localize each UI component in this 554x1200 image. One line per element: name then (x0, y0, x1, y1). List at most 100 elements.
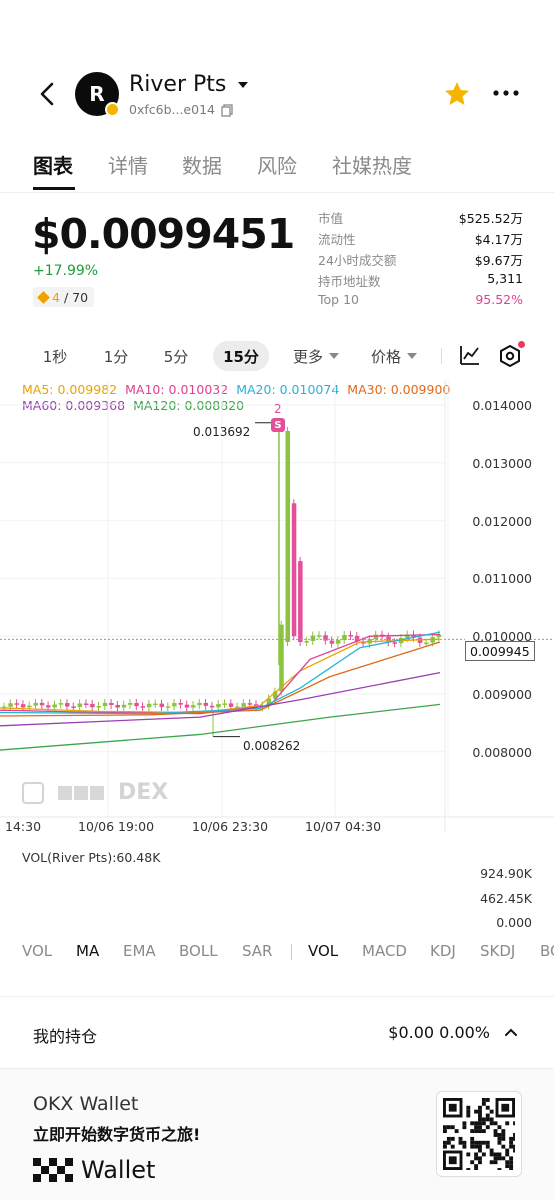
chevron-up-icon[interactable] (504, 1027, 518, 1037)
tab-details[interactable]: 详情 (108, 154, 148, 178)
indicator-ema[interactable]: EMA (123, 942, 156, 960)
indicator-vol-main[interactable]: VOL (22, 942, 53, 960)
stat-row: 持币地址数 5,311 (318, 271, 523, 292)
stat-row: 市值 $525.52万 (318, 208, 523, 229)
qr-module (474, 1164, 479, 1169)
indicator-vol-sub[interactable]: VOL (308, 942, 339, 960)
qr-module (478, 1148, 482, 1153)
qr-module (466, 1152, 471, 1157)
tab-data[interactable]: 数据 (182, 154, 222, 178)
favorite-star-icon[interactable] (443, 80, 471, 108)
qr-module (485, 1105, 490, 1110)
indicator-ma[interactable]: MA (76, 942, 100, 960)
stat-label-liquidity: 流动性 (318, 232, 356, 247)
candle (178, 703, 183, 705)
candle (71, 706, 76, 708)
indicator-kdj[interactable]: KDJ (430, 942, 456, 960)
candle (235, 706, 240, 709)
volume-tick: 924.90K (480, 866, 532, 881)
qr-module (497, 1168, 502, 1170)
stat-label-market-cap: 市值 (318, 211, 344, 226)
qr-module (478, 1129, 482, 1134)
qr-module (505, 1148, 510, 1153)
holdings-label: 我的持仓 (33, 1027, 98, 1046)
token-name[interactable]: River Pts (129, 72, 227, 97)
qr-module (478, 1160, 482, 1165)
candle (354, 635, 360, 642)
tab-risk[interactable]: 风险 (257, 154, 297, 178)
time-axis: 14:30 10/06 19:00 10/06 23:30 10/07 04:3… (0, 819, 554, 837)
qr-module (443, 1129, 447, 1134)
qr-module (481, 1152, 486, 1157)
tab-chart[interactable]: 图表 (33, 154, 73, 178)
chevron-down-icon[interactable] (238, 82, 248, 88)
indicator-macd[interactable]: MACD (362, 942, 407, 960)
qr-module (493, 1156, 498, 1161)
qr-module (489, 1160, 494, 1165)
copy-icon[interactable] (221, 104, 233, 117)
y-tick: 0.012000 (472, 514, 532, 529)
indicator-skdj[interactable]: SKDJ (480, 942, 516, 960)
qr-module (481, 1101, 486, 1106)
timeframe-1m[interactable]: 1分 (103, 347, 129, 366)
sell-marker[interactable]: S (271, 418, 285, 432)
rank-total: / 70 (63, 289, 89, 305)
qr-module (446, 1140, 451, 1145)
qr-module (509, 1164, 514, 1169)
timeframe-1s[interactable]: 1秒 (42, 347, 68, 366)
more-options-icon[interactable] (493, 90, 519, 96)
rank-current: 4 (52, 289, 60, 305)
indicator-boll[interactable]: BOLL (179, 942, 218, 960)
qr-module (478, 1140, 482, 1145)
y-tick: 0.013000 (472, 456, 532, 471)
qr-module (470, 1129, 475, 1134)
ma-legend: MA5: 0.009982 MA10: 0.010032 MA20: 0.01007… (22, 382, 492, 414)
qr-module (446, 1125, 451, 1130)
qr-module (489, 1117, 494, 1122)
qr-module (478, 1113, 482, 1118)
wallet-promo-banner[interactable]: OKX Wallet 立即开始数字货币之旅! Wallet (0, 1068, 554, 1200)
stat-label-top10: Top 10 (318, 292, 359, 307)
stat-value-market-cap: $525.52万 (458, 211, 523, 226)
qr-module (485, 1113, 490, 1118)
rank-badge[interactable]: 4 / 70 (33, 287, 95, 307)
qr-module (489, 1109, 494, 1114)
qr-module (462, 1140, 467, 1145)
qr-module (485, 1098, 490, 1102)
tab-social[interactable]: 社媒热度 (332, 154, 412, 178)
candle (58, 703, 64, 705)
indicator-chart-icon[interactable] (459, 344, 481, 366)
qr-module (443, 1140, 447, 1145)
ma5-line (0, 638, 441, 714)
qr-module (513, 1148, 515, 1153)
divider (441, 348, 442, 364)
qr-module (448, 1103, 457, 1112)
header: R River Pts 0xfc6b...e014 (0, 66, 554, 122)
ma20-line (0, 631, 441, 715)
okx-wallet-logo: Wallet (33, 1156, 155, 1184)
holdings-row[interactable]: 我的持仓 $0.00 0.00% (0, 996, 554, 1066)
qr-module (509, 1156, 514, 1161)
sell-marker-count: 2 (274, 402, 282, 416)
qr-module (458, 1140, 463, 1145)
qr-module (450, 1125, 455, 1130)
qr-module (470, 1160, 475, 1165)
qr-module (493, 1133, 498, 1137)
timeframe-15m[interactable]: 15分 (213, 341, 269, 371)
price-type-dropdown[interactable]: 价格 (362, 341, 426, 371)
timeframe-more-dropdown[interactable]: 更多 (284, 341, 348, 371)
indicator-bo[interactable]: BO (540, 942, 554, 960)
back-arrow-icon[interactable] (36, 80, 60, 108)
fullscreen-icon[interactable] (22, 781, 44, 804)
candle (342, 635, 347, 641)
timeframe-5m[interactable]: 5分 (163, 347, 189, 366)
indicator-sar[interactable]: SAR (242, 942, 273, 960)
qr-module (513, 1144, 515, 1149)
qr-module (481, 1117, 486, 1122)
qr-module (474, 1168, 479, 1170)
candlestick-chart[interactable] (0, 380, 554, 832)
settings-hexagon-icon[interactable] (498, 344, 522, 368)
current-price-marker: 0.009945 (465, 641, 535, 661)
candle (39, 702, 45, 706)
qr-module (478, 1105, 482, 1110)
